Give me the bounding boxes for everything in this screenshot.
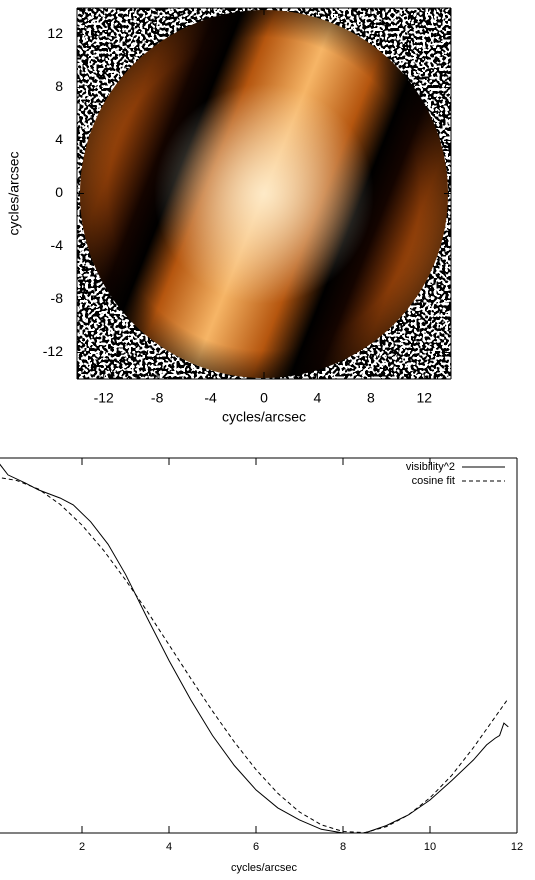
y-tick-label: 12 [47, 25, 63, 41]
x-tick-label: 4 [166, 841, 172, 853]
y-tick-label: 8 [55, 78, 63, 94]
x-tick-label: -4 [204, 390, 217, 406]
y-tick-label: 0 [55, 184, 63, 200]
x-axis-title: cycles/arcsec [231, 862, 298, 874]
disk-rim [80, 10, 448, 378]
x-tick-label: 0 [260, 390, 268, 406]
x-axis-title: cycles/arcsec [222, 409, 306, 425]
x-tick-label: 10 [424, 841, 436, 853]
x-tick-label: -12 [94, 390, 114, 406]
series-line [0, 477, 509, 834]
x-tick-label: 8 [340, 841, 346, 853]
legend-label: cosine fit [412, 475, 455, 487]
plot-area [0, 463, 509, 834]
x-tick-label: 6 [253, 841, 259, 853]
y-axis-title: cycles/arcsec [6, 151, 22, 235]
x-tick-label: 12 [416, 390, 432, 406]
y-tick-label: -4 [51, 237, 64, 253]
x-tick-label: -8 [151, 390, 164, 406]
x-tick-label: 8 [367, 390, 375, 406]
y-tick-label: -12 [43, 343, 63, 359]
series-line [0, 463, 509, 834]
x-tick-label: 4 [314, 390, 322, 406]
image-map [77, 8, 451, 379]
y-tick-label: -8 [51, 290, 64, 306]
legend-label: visibility^2 [406, 461, 455, 473]
x-tick-label: 2 [79, 841, 85, 853]
axes: -12 -8 -4 0 4 8 12 -12 -8 -4 0 4 8 12 cycles/arcsec cyc… [0, 7, 523, 874]
y-tick-label: 4 [55, 131, 63, 147]
x-tick-label: 12 [511, 841, 523, 853]
